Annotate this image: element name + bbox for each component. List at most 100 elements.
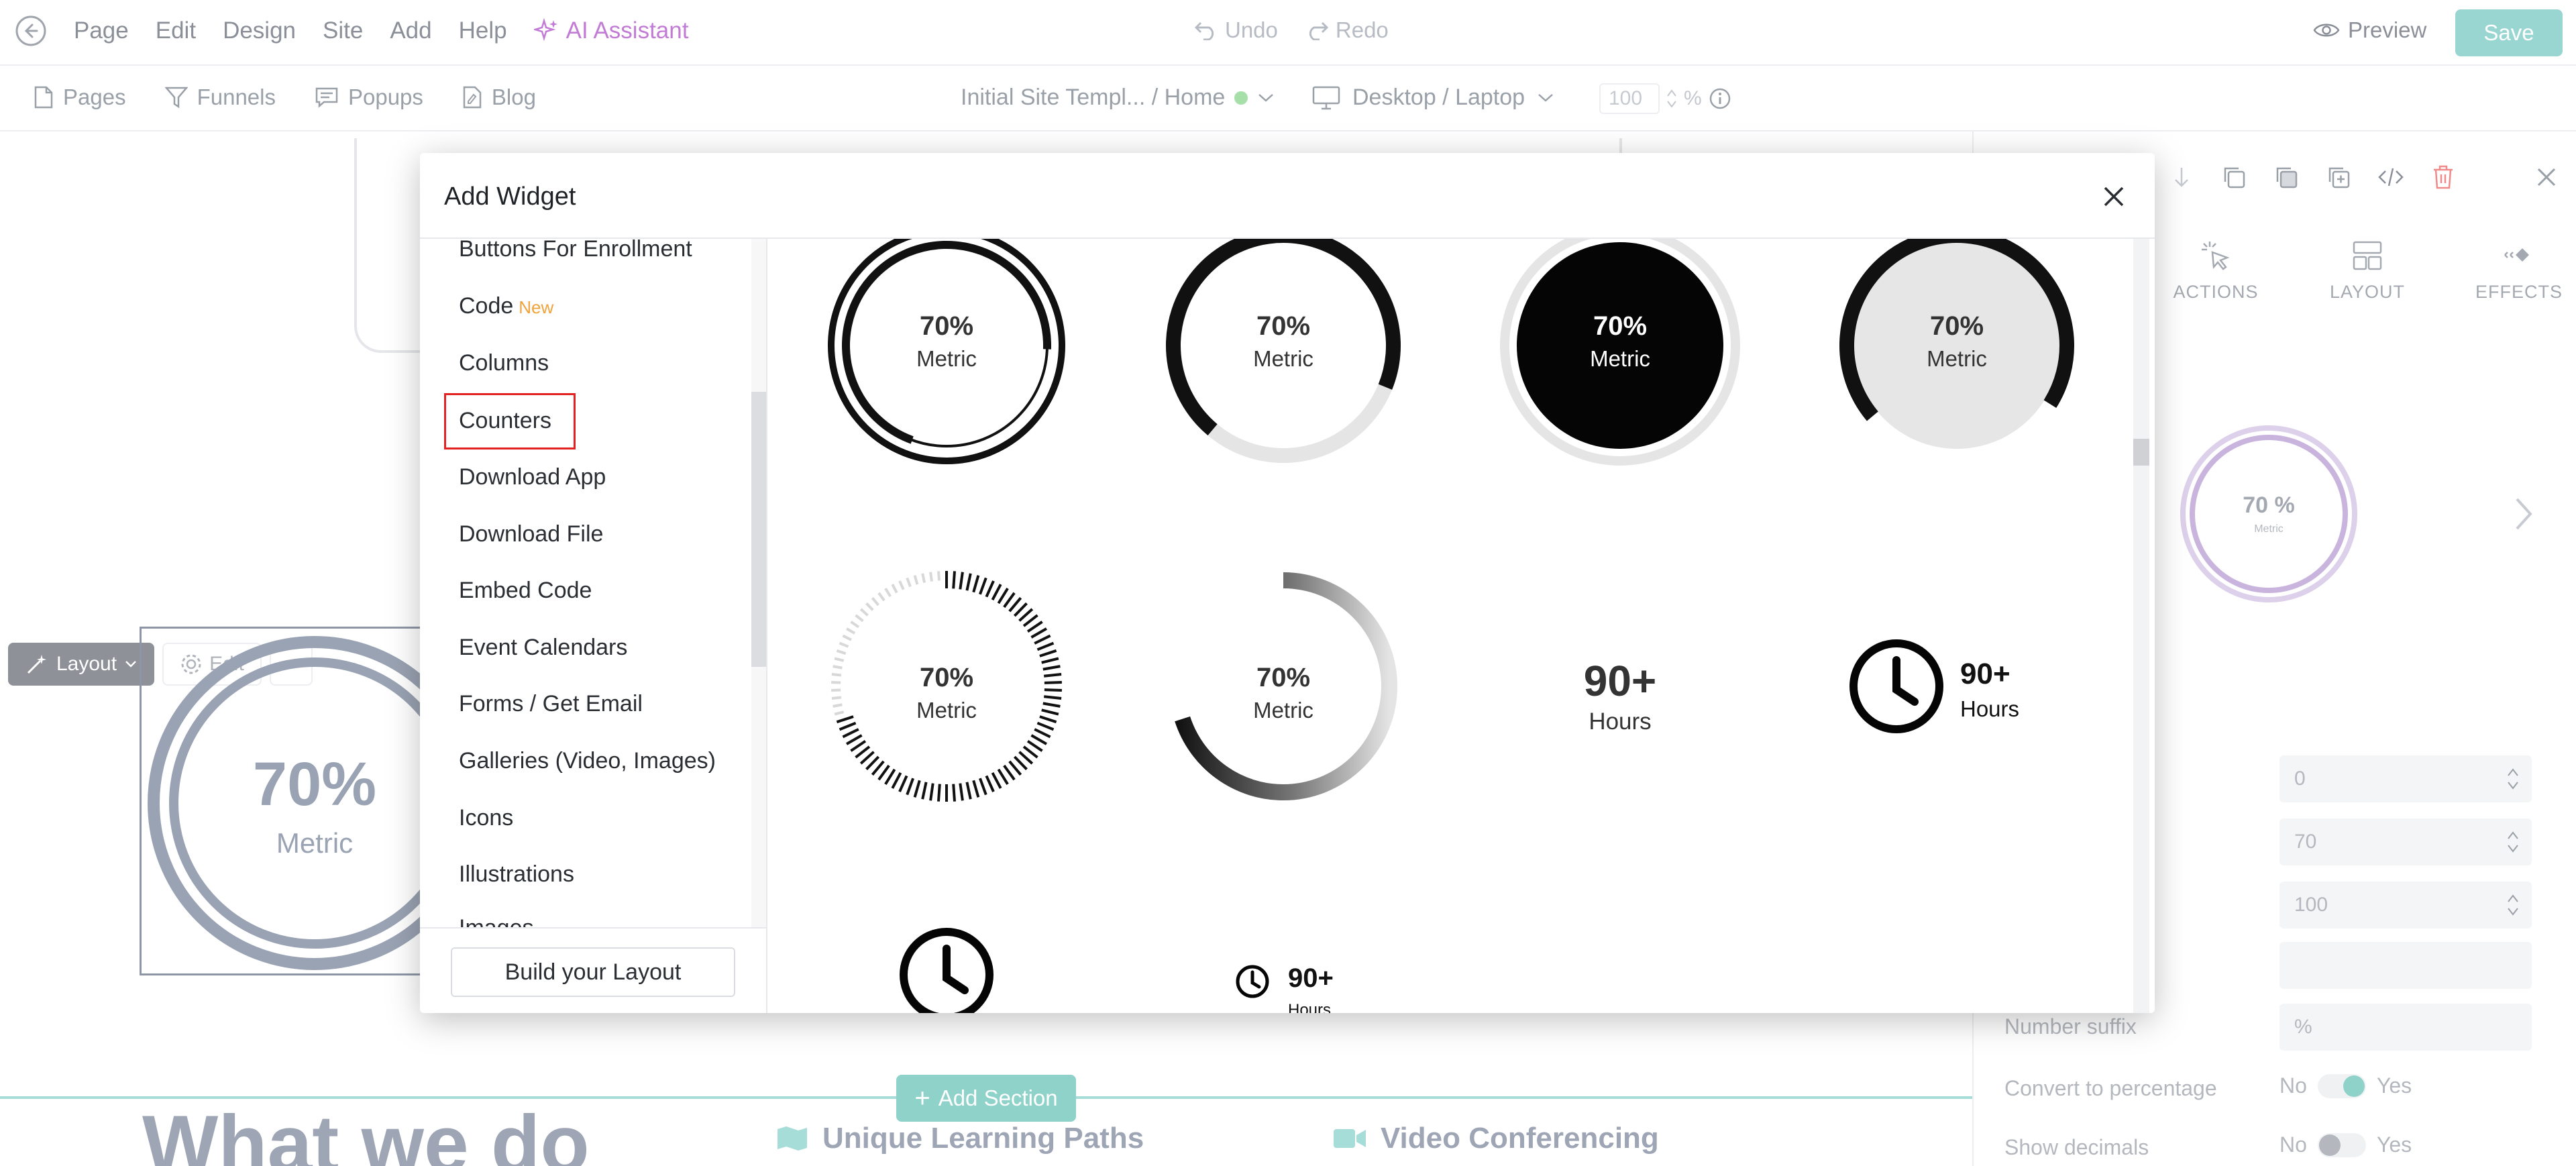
tab-actions[interactable]: ACTIONS [2140, 239, 2292, 303]
show-decimals-toggle[interactable]: No Yes [2279, 1132, 2412, 1157]
tick-mark [831, 696, 842, 700]
chevron-right-icon[interactable] [2510, 494, 2537, 534]
published-status-dot [1234, 91, 1248, 105]
tick-mark [842, 634, 852, 641]
counter-widget-plain-number[interactable]: 90+ Hours [1496, 562, 1744, 810]
desktop-icon [1312, 86, 1340, 109]
site-page-selector[interactable]: Initial Site Templ... / Home [961, 85, 1275, 111]
add-section-button[interactable]: + Add Section [896, 1075, 1076, 1122]
tick-mark [865, 602, 874, 611]
category-code[interactable]: Code New [459, 293, 553, 319]
close-panel-icon[interactable] [2532, 162, 2561, 192]
counter-widget-clock-small[interactable]: 90+ Hours [1159, 910, 1407, 1013]
trash-icon[interactable] [2428, 162, 2458, 192]
filled-dark-counter-graphic [1500, 239, 1740, 466]
tick-mark [850, 739, 867, 752]
counter-widget-thick-arc[interactable]: 70% Metric [1159, 239, 1407, 470]
widget-grid-scrollbar[interactable] [2133, 239, 2149, 1013]
plus-icon: + [914, 1083, 930, 1113]
convert-percentage-toggle[interactable]: No Yes [2279, 1073, 2412, 1098]
subnav-popups[interactable]: Popups [315, 85, 423, 110]
value-input[interactable]: 70 [2279, 818, 2532, 865]
redo-button[interactable]: Redo [1305, 17, 1389, 43]
save-button[interactable]: Save [2455, 9, 2563, 56]
counter-widget-ticks[interactable]: 70% Metric [822, 562, 1071, 810]
info-icon[interactable] [1709, 87, 1731, 110]
widget-value: 70% [919, 311, 974, 341]
build-layout-button[interactable]: Build your Layout [451, 947, 735, 997]
thick-arc-counter-graphic [1166, 239, 1401, 463]
ai-assistant-button[interactable]: AI Assistant [533, 17, 688, 44]
category-download-file[interactable]: Download File [459, 521, 604, 547]
tick-mark [929, 572, 933, 582]
stepper-icon[interactable] [2506, 891, 2520, 919]
counter-widget-clock-inline[interactable]: 90+ Hours [1833, 562, 2101, 810]
prefix-input[interactable] [2279, 942, 2532, 989]
widget-grid-scrollbar-thumb[interactable] [2133, 439, 2149, 466]
max-value-input[interactable]: 100 [2279, 882, 2532, 929]
feature-label: Video Conferencing [1381, 1122, 1659, 1155]
menu-design[interactable]: Design [223, 17, 297, 44]
code-icon[interactable] [2376, 162, 2406, 192]
move-down-icon[interactable] [2167, 162, 2196, 192]
double-ring-counter-graphic [828, 239, 1065, 464]
category-event-calendars[interactable]: Event Calendars [459, 635, 628, 660]
tab-effects[interactable]: EFFECTS [2443, 239, 2576, 303]
category-columns[interactable]: Columns [459, 350, 549, 376]
popup-icon [315, 87, 338, 108]
selected-category-highlight [444, 393, 576, 449]
tick-mark [972, 780, 980, 798]
menu-add[interactable]: Add [390, 17, 432, 44]
category-images[interactable]: Images [459, 915, 534, 927]
stepper-icon[interactable] [1666, 87, 1677, 110]
duplicate-icon[interactable] [2271, 162, 2301, 192]
tick-mark [1039, 649, 1057, 657]
subnav-funnels[interactable]: Funnels [164, 85, 276, 110]
category-forms[interactable]: Forms / Get Email [459, 691, 643, 717]
category-icons[interactable]: Icons [459, 805, 514, 831]
device-label: Desktop / Laptop [1352, 85, 1525, 110]
back-circle-icon[interactable] [15, 15, 47, 47]
category-download-app[interactable]: Download App [459, 464, 606, 490]
redo-icon [1309, 21, 1329, 40]
category-buttons-for-enrollment[interactable]: Buttons For Enrollment [459, 239, 692, 262]
category-counters[interactable]: Counters [459, 408, 551, 433]
tick-mark [884, 768, 896, 785]
tab-layout[interactable]: LAYOUT [2292, 239, 2443, 303]
close-icon[interactable] [2098, 181, 2129, 212]
start-value-input[interactable]: 0 [2279, 755, 2532, 802]
menu-site[interactable]: Site [323, 17, 364, 44]
counter-widget-double-ring[interactable]: 70% Metric [822, 239, 1071, 470]
device-selector[interactable]: Desktop / Laptop [1312, 85, 1554, 111]
menu-page[interactable]: Page [74, 17, 129, 44]
stepper-icon[interactable] [2506, 828, 2520, 856]
zoom-input[interactable]: 100 [1599, 83, 1660, 114]
counter-style-preview[interactable]: 70 % Metric [2175, 420, 2363, 608]
category-galleries[interactable]: Galleries (Video, Images) [459, 748, 716, 774]
widget-value: 90+ [1288, 963, 1334, 993]
copy-icon[interactable] [2219, 162, 2249, 192]
widget-label: Metric [1590, 346, 1650, 371]
save-as-template-icon[interactable] [2324, 162, 2353, 192]
stepper-icon[interactable] [2506, 765, 2520, 793]
category-illustrations[interactable]: Illustrations [459, 861, 574, 887]
tick-mark [991, 584, 1002, 601]
subnav-blog[interactable]: Blog [462, 85, 536, 110]
category-embed-code[interactable]: Embed Code [459, 578, 592, 603]
toggle-switch[interactable] [2317, 1073, 2366, 1098]
undo-button[interactable]: Undo [1194, 17, 1278, 43]
menu-help[interactable]: Help [458, 17, 507, 44]
menu-edit[interactable]: Edit [155, 17, 197, 44]
counter-widget-gradient-arc[interactable]: 70% Metric [1159, 562, 1407, 810]
widget-value: 70% [1593, 311, 1648, 341]
number-suffix-input[interactable]: % [2279, 1004, 2532, 1051]
sidebar-scrollbar-thumb[interactable] [751, 392, 766, 667]
counter-widget-clock-big[interactable] [822, 910, 1071, 1013]
chevron-down-icon [125, 661, 136, 668]
counter-widget-filled-dark[interactable]: 70% Metric [1496, 239, 1744, 470]
preview-button[interactable]: Preview [2313, 17, 2426, 43]
layout-button[interactable]: Layout [8, 643, 155, 686]
toggle-switch[interactable] [2317, 1132, 2366, 1157]
subnav-pages[interactable]: Pages [34, 85, 126, 110]
counter-widget-filled-light[interactable]: 70% Metric [1833, 239, 2081, 470]
